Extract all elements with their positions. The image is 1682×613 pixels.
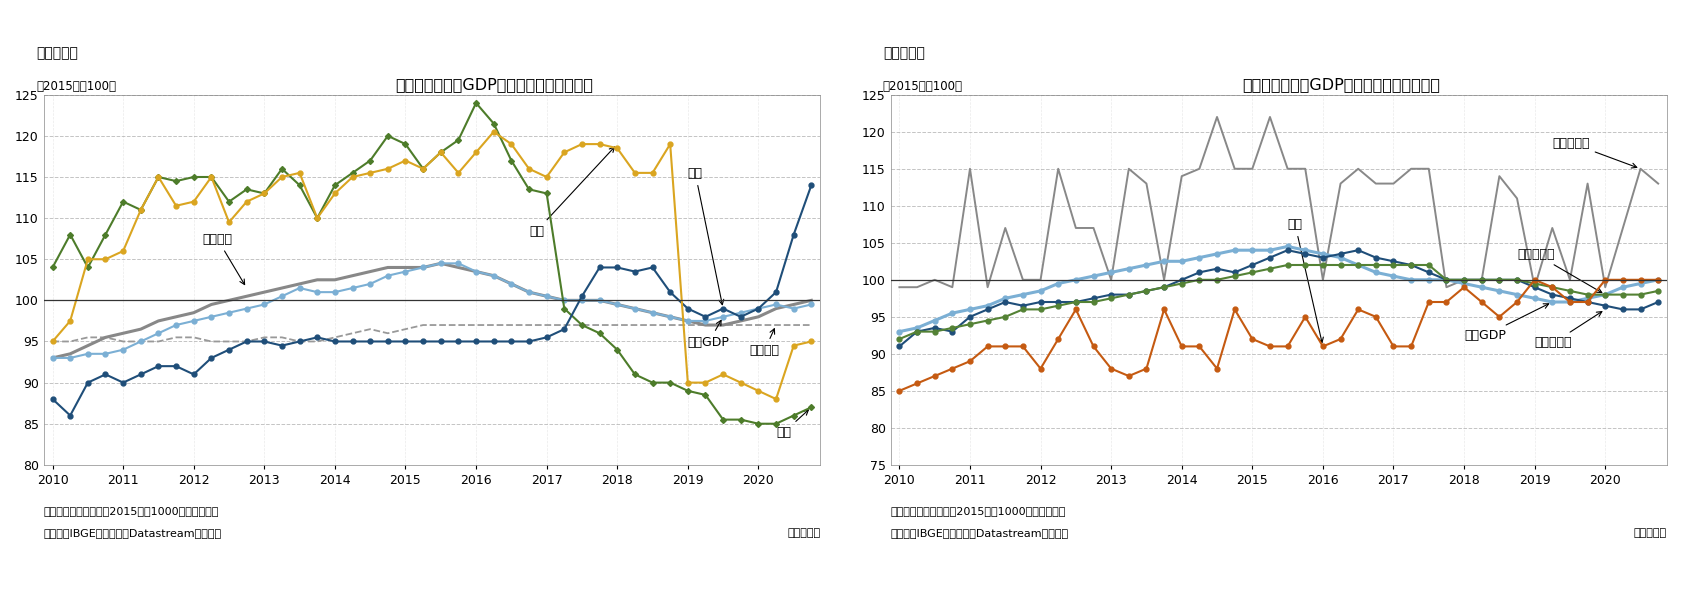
Text: （四半期）: （四半期） (787, 528, 821, 538)
Text: （資料）IBGEのデータをDatastreamより取得: （資料）IBGEのデータをDatastreamより取得 (44, 528, 222, 538)
Text: 輸出: 輸出 (688, 167, 723, 305)
Text: （注）季節調整系列の2015年を1000として指数化: （注）季節調整系列の2015年を1000として指数化 (890, 506, 1066, 516)
Text: （2015年＝100）: （2015年＝100） (883, 80, 962, 93)
Text: 政府消費: 政府消費 (750, 329, 779, 357)
Text: 第二次産業: 第二次産業 (1534, 311, 1601, 349)
Text: 個人消費: 個人消費 (202, 233, 244, 284)
Title: ブラジルの実質GDPの動向（供給項目別）: ブラジルの実質GDPの動向（供給項目別） (1241, 77, 1440, 92)
Text: 輸入: 輸入 (530, 147, 614, 238)
Text: 税金: 税金 (1288, 218, 1324, 343)
Text: 実質GDP: 実質GDP (688, 321, 730, 349)
Text: （資料）IBGEのデータをDatastreamより取得: （資料）IBGEのデータをDatastreamより取得 (890, 528, 1068, 538)
Text: （図表５）: （図表５） (883, 47, 925, 61)
Text: （注）季節調整系列の2015年を1000として指数化: （注）季節調整系列の2015年を1000として指数化 (44, 506, 219, 516)
Text: 実質GDP: 実質GDP (1463, 304, 1549, 342)
Text: 投資: 投資 (775, 410, 809, 439)
Text: 第三次産業: 第三次産業 (1517, 248, 1601, 292)
Text: （2015年＝100）: （2015年＝100） (35, 80, 116, 93)
Text: （図表４）: （図表４） (35, 47, 77, 61)
Text: 第一次産業: 第一次産業 (1552, 137, 1637, 168)
Text: （四半期）: （四半期） (1633, 528, 1667, 538)
Title: ブラジルの実質GDPの動向（需要項目別）: ブラジルの実質GDPの動向（需要項目別） (395, 77, 594, 92)
